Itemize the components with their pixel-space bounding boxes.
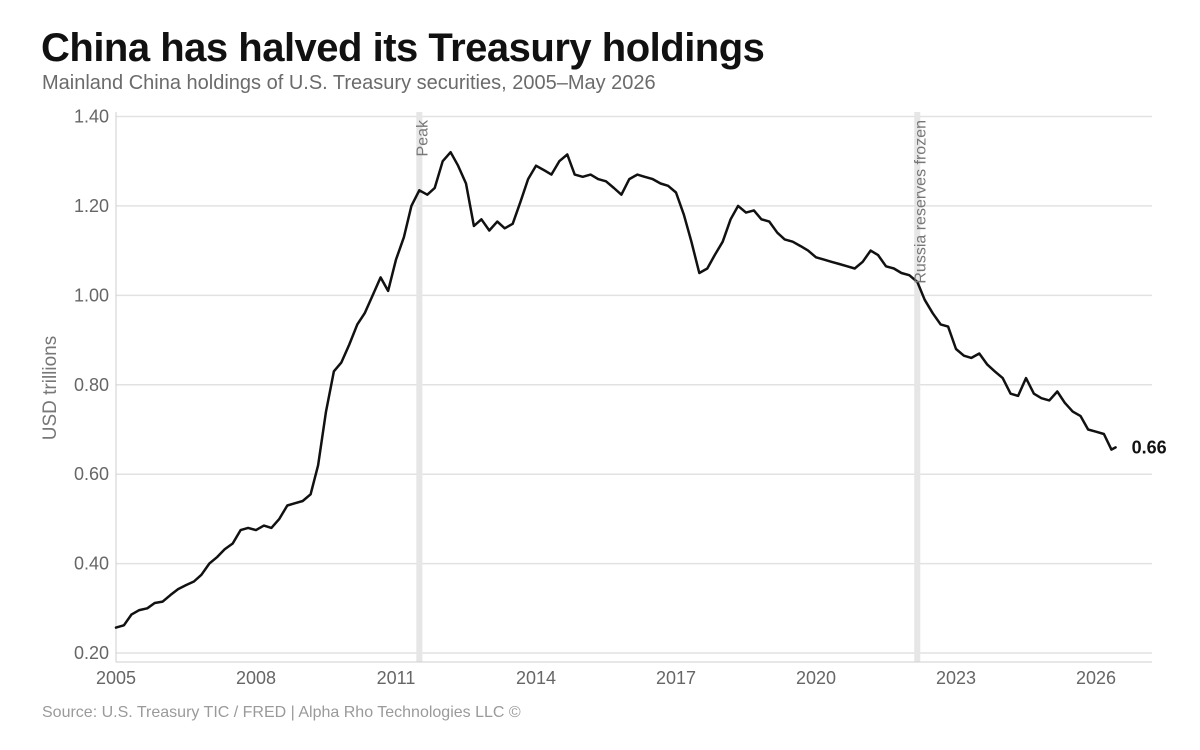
x-tick-label: 2023 <box>936 668 976 688</box>
x-tick-label: 2008 <box>236 668 276 688</box>
series-layer <box>114 150 1117 629</box>
event-bands <box>416 112 921 662</box>
end-value-label: 0.66 <box>1132 437 1167 457</box>
chart-subtitle: Mainland China holdings of U.S. Treasury… <box>42 72 656 94</box>
y-axis-title: USD trillions <box>40 336 61 441</box>
y-tick-label: 1.20 <box>74 196 109 216</box>
event-label: Russia reserves frozen <box>912 120 929 284</box>
x-tick-label: 2020 <box>796 668 836 688</box>
gridlines <box>116 115 1152 654</box>
y-tick-label: 1.00 <box>74 285 109 305</box>
axes <box>115 112 1152 663</box>
y-tick-label: 0.80 <box>74 375 109 395</box>
event-band <box>914 112 921 662</box>
chart-title: China has halved its Treasury holdings <box>41 26 765 70</box>
y-tick-label: 0.40 <box>74 554 109 574</box>
tick-labels: 0.20 0.40 0.60 0.80 1.00 1.20 1.40 2005 2008 2011… <box>74 106 1116 688</box>
y-tick-label: 0.60 <box>74 464 109 484</box>
event-label: Peak <box>414 119 431 156</box>
x-tick-label: 2014 <box>516 668 556 688</box>
x-tick-label: 2011 <box>377 668 416 688</box>
x-tick-label: 2005 <box>96 668 136 688</box>
event-band <box>416 112 423 662</box>
annotation-layer: Peak Russia reserves frozen 0.66 <box>414 119 1166 457</box>
x-tick-label: 2026 <box>1076 668 1116 688</box>
source-note: Source: U.S. Treasury TIC / FRED | Alpha… <box>42 704 521 721</box>
x-tick-label: 2017 <box>656 668 696 688</box>
holdings-series-line <box>114 150 1117 629</box>
y-tick-label: 0.20 <box>74 643 109 663</box>
y-tick-label: 1.40 <box>74 106 109 126</box>
